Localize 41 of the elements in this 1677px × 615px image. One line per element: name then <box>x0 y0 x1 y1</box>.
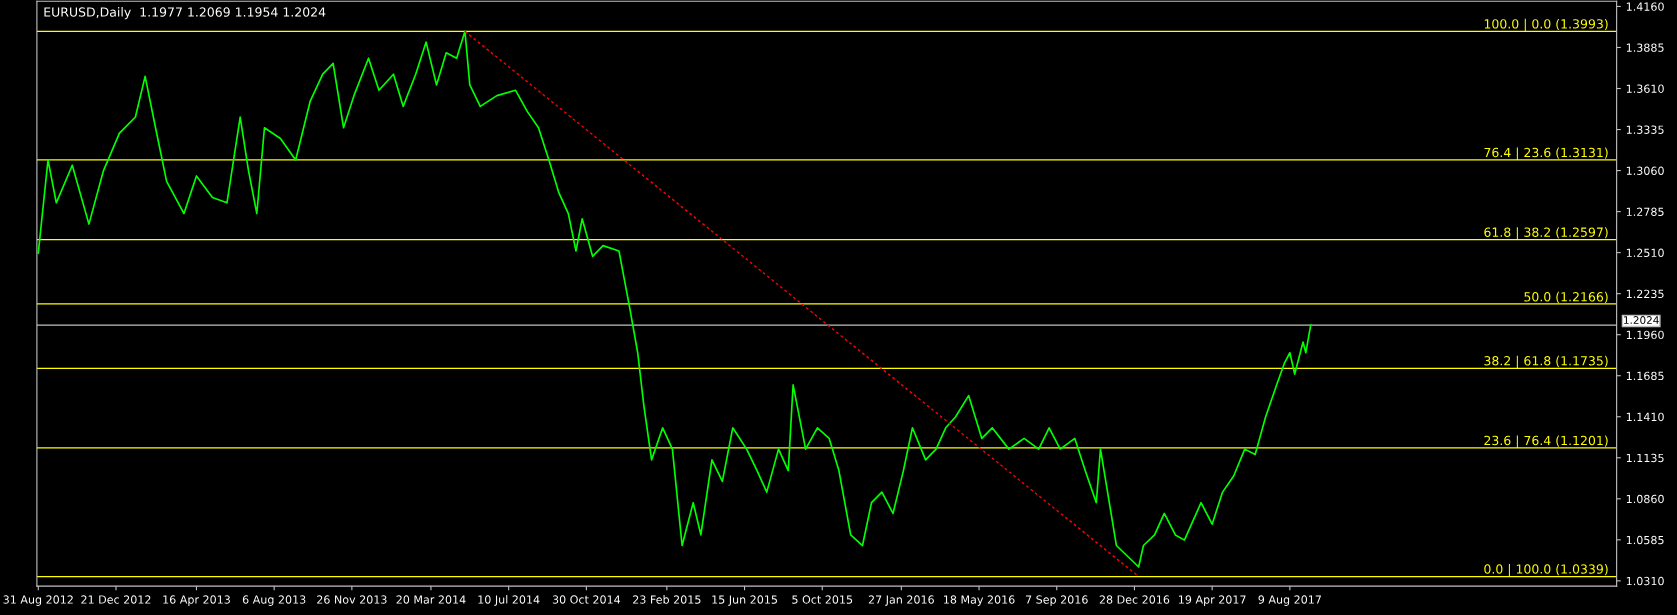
y-tick-label: 1.3060 <box>1626 166 1664 175</box>
x-tick-label: 5 Oct 2015 <box>792 595 853 604</box>
y-tick-label: 1.0860 <box>1626 494 1664 504</box>
line-series <box>37 30 1312 568</box>
x-tick-label: 28 Dec 2016 <box>1099 595 1170 604</box>
x-tick-label: 20 Mar 2014 <box>396 595 466 604</box>
y-tick-label: 1.0585 <box>1626 535 1664 545</box>
ref-line-label: 76.4 | 23.6 (1.3131) <box>1484 147 1608 160</box>
y-tick-label: 1.4160 <box>1626 2 1664 11</box>
ref-line-label: 38.2 | 61.8 (1.1735) <box>1484 355 1608 369</box>
ref-line-label: 0.0 | 100.0 (1.0339) <box>1484 564 1608 577</box>
y-tick-label: 1.2785 <box>1626 207 1664 216</box>
x-tick-label: 21 Dec 2012 <box>81 595 151 604</box>
chart-title: EURUSD,Daily 1.1977 1.2069 1.1954 1.2024 <box>44 7 326 20</box>
x-tick-label: 16 Apr 2013 <box>163 595 230 606</box>
y-tick-label: 1.1685 <box>1626 371 1664 381</box>
y-tick-label: 1.3885 <box>1626 43 1664 52</box>
x-tick-label: 27 Jan 2016 <box>868 595 934 606</box>
x-tick-label: 7 Sep 2016 <box>1025 595 1088 606</box>
x-tick-label: 30 Oct 2014 <box>552 595 621 604</box>
ref-line-label: 100.0 | 0.0 (1.3993) <box>1484 18 1608 32</box>
x-tick-label: 10 Jul 2014 <box>478 595 540 606</box>
y-tick-label: 1.0310 <box>1626 576 1664 586</box>
y-tick-label: 1.3335 <box>1626 125 1664 134</box>
y-tick-label: 1.1410 <box>1626 412 1664 422</box>
x-tick-label: 15 Jun 2015 <box>712 595 777 606</box>
y-tick-label: 1.2235 <box>1626 289 1664 299</box>
ref-line-label: 50.0 (1.2166) <box>1524 291 1608 304</box>
ref-line-label: 23.6 | 76.4 (1.1201) <box>1484 435 1608 448</box>
x-tick-label: 19 Apr 2017 <box>1179 595 1246 606</box>
y-tick-label: 1.2510 <box>1626 248 1664 258</box>
x-tick-label: 6 Aug 2013 <box>242 595 306 606</box>
x-tick-label: 18 May 2016 <box>944 595 1015 606</box>
x-tick-label: 23 Feb 2015 <box>633 595 701 604</box>
y-tick-label: 1.1135 <box>1626 453 1664 463</box>
y-tick-label: 1.3610 <box>1626 84 1664 93</box>
x-tick-label: 26 Nov 2013 <box>317 595 387 604</box>
ref-line-label: 1.2024 <box>1624 316 1659 324</box>
x-tick-label: 9 Aug 2017 <box>1258 595 1321 606</box>
x-tick-label: 31 Aug 2012 <box>3 595 73 606</box>
y-tick-label: 1.1960 <box>1626 330 1664 340</box>
